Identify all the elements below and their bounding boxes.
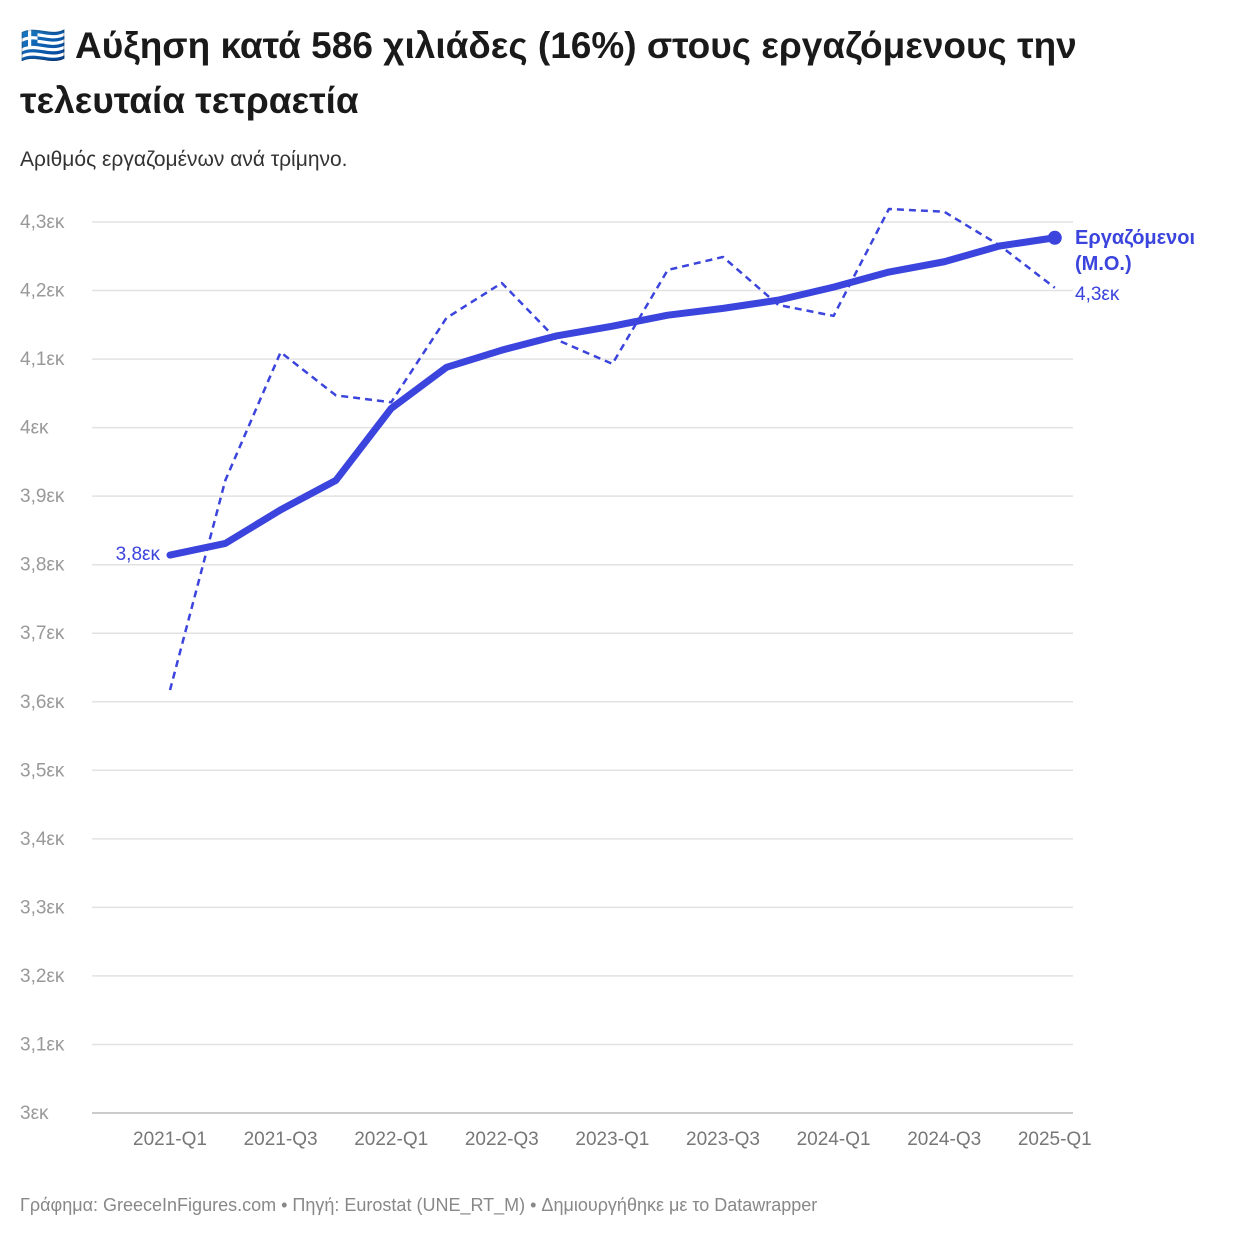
x-tick-label: 2023-Q1 bbox=[575, 1129, 649, 1150]
x-tick-label: 2021-Q3 bbox=[244, 1129, 318, 1150]
y-tick-label: 3,6εκ bbox=[20, 692, 65, 713]
y-tick-label: 3,1εκ bbox=[20, 1034, 65, 1055]
value-label: 3,8εκ bbox=[116, 544, 161, 565]
y-tick-label: 3,5εκ bbox=[20, 760, 65, 781]
y-tick-label: 3εκ bbox=[20, 1103, 49, 1124]
y-tick-label: 4,1εκ bbox=[20, 349, 65, 370]
x-tick-label: 2024-Q3 bbox=[907, 1129, 981, 1150]
y-tick-label: 3,7εκ bbox=[20, 623, 65, 644]
chart-subtitle: Αριθμός εργαζομένων ανά τρίμηνο. bbox=[20, 148, 348, 171]
x-tick-label: 2024-Q1 bbox=[797, 1129, 871, 1150]
y-tick-label: 3,2εκ bbox=[20, 966, 65, 987]
x-tick-label: 2022-Q3 bbox=[465, 1129, 539, 1150]
chart-footer: Γράφημα: GreeceInFigures.com • Πηγή: Eur… bbox=[20, 1195, 818, 1215]
x-tick-label: 2022-Q1 bbox=[354, 1129, 428, 1150]
chart-title: 🇬🇷 Αύξηση κατά 586 χιλιάδες (16%) στους … bbox=[20, 25, 1077, 121]
y-tick-label: 3,3εκ bbox=[20, 897, 65, 918]
y-tick-label: 4εκ bbox=[20, 418, 49, 439]
x-tick-label: 2025-Q1 bbox=[1018, 1129, 1092, 1150]
x-tick-label: 2023-Q3 bbox=[686, 1129, 760, 1150]
y-tick-label: 3,4εκ bbox=[20, 829, 65, 850]
series-label: Εργαζόμενοι (Μ.Ο.) bbox=[1075, 227, 1196, 275]
end-dot bbox=[1047, 230, 1062, 245]
y-tick-label: 3,9εκ bbox=[20, 486, 65, 507]
series-line bbox=[168, 207, 1056, 691]
y-tick-label: 4,2εκ bbox=[20, 281, 65, 302]
y-tick-label: 3,8εκ bbox=[20, 555, 65, 576]
y-tick-label: 4,3εκ bbox=[20, 212, 65, 233]
value-label: 4,3εκ bbox=[1075, 284, 1120, 305]
x-tick-label: 2021-Q1 bbox=[133, 1129, 207, 1150]
series-line bbox=[166, 234, 1059, 559]
